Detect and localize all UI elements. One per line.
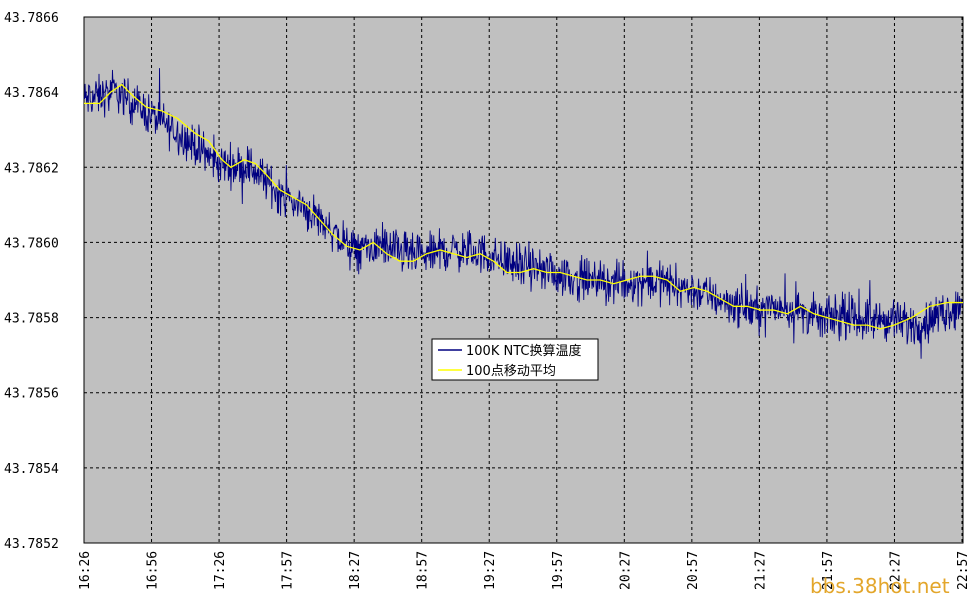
watermark: bbs.38hot.net: [810, 574, 950, 598]
y-tick-label: 43.7860: [4, 236, 59, 251]
grid-lines: [84, 17, 963, 543]
series-line-avg: [84, 83, 963, 330]
x-tick-label: 16:56: [146, 551, 161, 590]
x-tick-label: 19:27: [483, 551, 498, 590]
y-tick-label: 43.7854: [4, 462, 59, 477]
x-tick-label: 21:27: [753, 551, 768, 590]
x-tick-label: 16:26: [78, 551, 93, 590]
y-tick-label: 43.7852: [4, 537, 59, 552]
x-tick-label: 22:57: [956, 551, 971, 590]
series-line-raw: [83, 68, 964, 359]
series-moving-average: [84, 83, 963, 330]
x-tick-label: 17:57: [281, 551, 296, 590]
series-raw-temperature: [83, 68, 964, 359]
x-tick-label: 18:57: [416, 551, 431, 590]
x-tick-label: 19:57: [551, 551, 566, 590]
y-tick-label: 43.7858: [4, 312, 59, 327]
x-tick-label: 20:57: [686, 551, 701, 590]
x-tick-label: 18:27: [348, 551, 363, 590]
x-tick-label: 21:57: [821, 551, 836, 590]
x-tick-label: 20:27: [618, 551, 633, 590]
y-tick-label: 43.7864: [4, 86, 59, 101]
x-tick-label: 22:27: [888, 551, 903, 590]
legend: 100K NTC换算温度 100点移动平均: [431, 338, 599, 381]
legend-label-raw: 100K NTC换算温度: [466, 343, 581, 359]
legend-box: [431, 338, 599, 381]
x-tick-label: 17:26: [213, 551, 228, 590]
legend-label-avg: 100点移动平均: [466, 364, 556, 379]
x-axis-tick-labels: 16:26 16:56 17:26 17:57 18:27 18:57 19:27 19:57…: [78, 551, 971, 590]
y-tick-label: 43.7862: [4, 161, 59, 176]
y-axis-tick-labels: 43.7852 43.7854 43.7856 43.7858 43.7860 43.78…: [4, 11, 59, 552]
y-tick-label: 43.7866: [4, 11, 59, 26]
y-tick-label: 43.7856: [4, 387, 59, 402]
